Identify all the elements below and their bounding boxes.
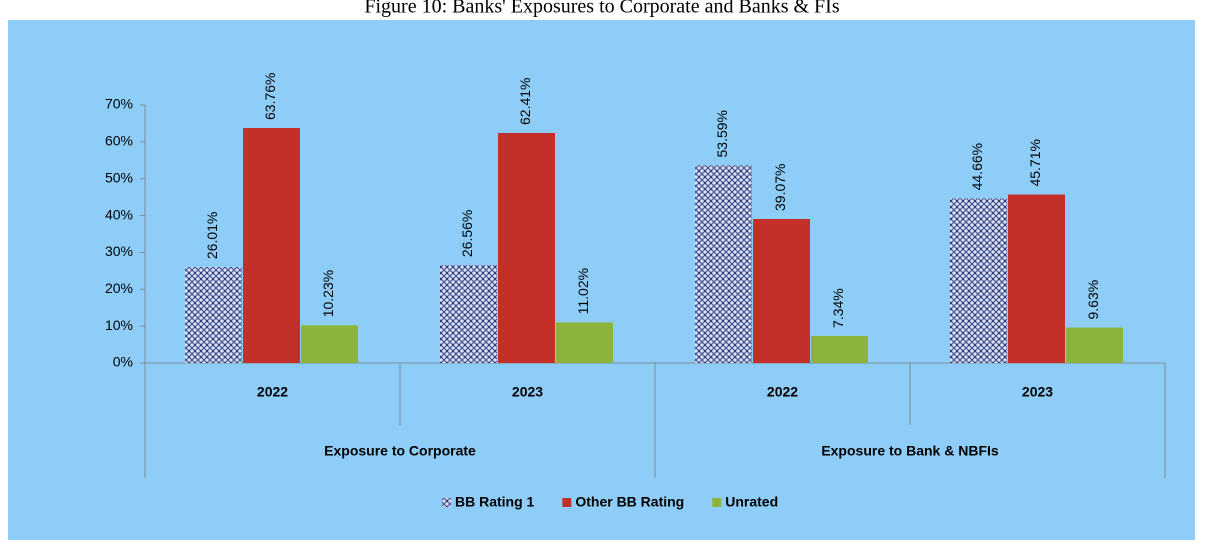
data-label: 63.76% [262,73,278,120]
x-tick-label: 2023 [1022,384,1053,400]
bar [440,265,497,363]
legend-swatch [562,498,572,507]
bar [301,325,358,363]
bar [185,267,242,363]
data-label: 53.59% [714,110,730,157]
data-label: 62.41% [517,77,533,124]
bar [556,322,613,363]
y-tick-label: 50% [105,169,133,185]
data-label: 26.56% [459,210,475,257]
data-label: 11.02% [575,268,591,314]
x-tick-label: 2022 [257,384,288,400]
y-tick-label: 30% [105,243,133,259]
y-tick-label: 60% [105,133,133,149]
bar [243,127,300,363]
bar [498,132,555,363]
x-tick-label: 2023 [512,384,543,400]
data-label: 7.34% [830,288,846,328]
bar [950,198,1007,363]
bar [695,165,752,363]
data-label: 26.01% [204,212,220,259]
bar [811,335,868,363]
group-label: Exposure to Corporate [324,443,476,459]
legend-swatch [442,498,451,507]
y-tick-label: 40% [105,206,133,222]
y-tick-label: 10% [105,317,133,333]
data-label: 45.71% [1027,139,1043,186]
bar [753,218,810,363]
data-label: 39.07% [772,164,788,211]
legend-swatch [712,498,722,507]
legend-label: Unrated [725,494,778,510]
x-tick-label: 2022 [767,384,798,400]
group-label: Exposure to Bank & NBFIs [821,443,999,459]
chart-title: Figure 10: Banks' Exposures to Corporate… [364,0,839,18]
data-label: 9.63% [1085,280,1101,320]
y-tick-label: 0% [113,354,133,370]
data-label: 44.66% [969,143,985,190]
bar [1066,327,1123,363]
y-tick-label: 20% [105,280,133,296]
legend-label: Other BB Rating [575,494,684,510]
legend-label: BB Rating 1 [455,494,535,510]
data-label: 10.23% [320,270,336,317]
bar [1008,194,1065,363]
y-tick-label: 70% [105,96,133,112]
